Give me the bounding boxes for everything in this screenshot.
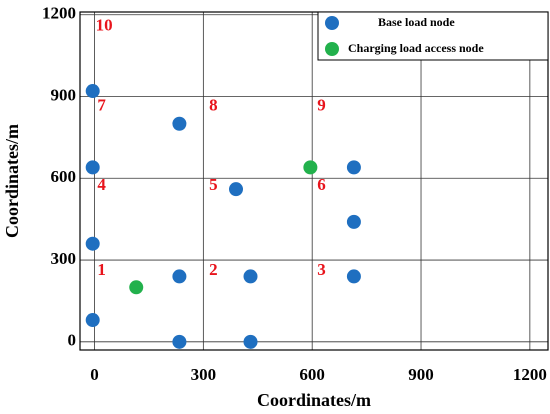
point <box>129 280 144 295</box>
point <box>346 214 361 229</box>
node-label: 8 <box>209 95 218 114</box>
y-tick-label: 600 <box>51 167 77 186</box>
point <box>243 269 258 284</box>
node-label: 10 <box>96 16 113 35</box>
legend-box <box>317 11 549 61</box>
x-axis-label: Coordinates/m <box>257 390 371 410</box>
node-label: 4 <box>97 175 106 194</box>
point <box>303 160 318 175</box>
legend-marker <box>325 16 339 30</box>
point <box>346 269 361 284</box>
point <box>85 84 100 99</box>
point <box>85 160 100 175</box>
point <box>85 313 100 328</box>
point <box>243 334 258 349</box>
node-label: 9 <box>317 95 326 114</box>
point <box>172 269 187 284</box>
node-label: 3 <box>317 260 326 279</box>
legend-label: Base load node <box>378 15 455 29</box>
legend-label: Charging load access node <box>348 41 484 55</box>
x-tick-label: 600 <box>299 365 325 384</box>
x-tick-label: 1200 <box>513 365 547 384</box>
y-tick-label: 1200 <box>42 4 76 23</box>
y-axis-label: Coordinates/m <box>2 124 22 238</box>
x-tick-label: 0 <box>90 365 99 384</box>
point <box>172 334 187 349</box>
node-label: 1 <box>97 260 106 279</box>
node-label: 2 <box>209 260 218 279</box>
y-tick-label: 900 <box>51 85 77 104</box>
point <box>346 160 361 175</box>
x-tick-label: 300 <box>191 365 217 384</box>
x-tick-label: 900 <box>408 365 434 384</box>
node-label: 6 <box>317 175 326 194</box>
legend-marker <box>325 42 339 56</box>
plot-frame <box>79 11 549 351</box>
y-tick-label: 0 <box>68 331 77 350</box>
point <box>229 182 243 197</box>
node-label: 5 <box>209 175 218 194</box>
y-tick-label: 300 <box>51 249 77 268</box>
node-label: 7 <box>97 95 106 114</box>
point <box>172 116 187 131</box>
point <box>85 236 100 251</box>
